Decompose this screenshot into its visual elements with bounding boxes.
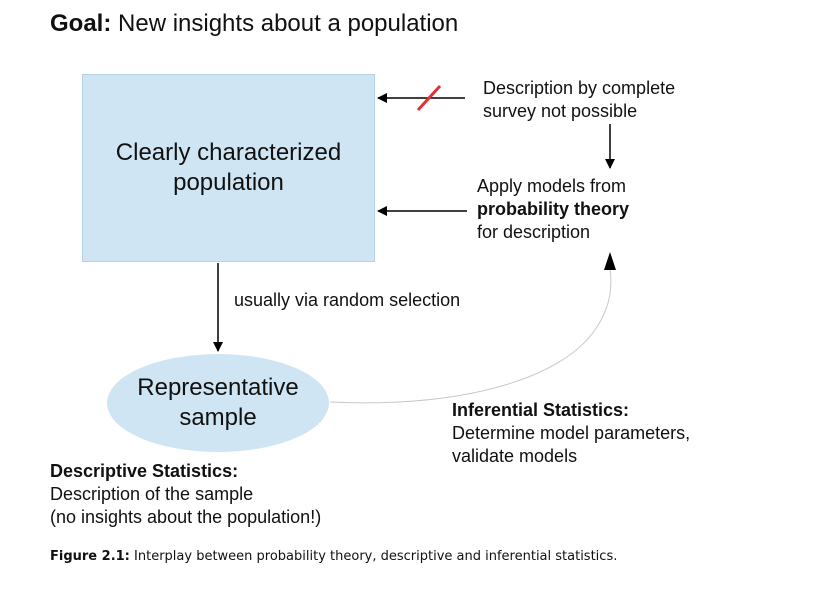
descriptive-statistics: Descriptive Statistics: Description of t… [50,460,321,529]
models-line-2: probability theory [477,199,630,219]
complete-survey-note: Description by complete survey not possi… [483,77,675,123]
sample-label: Representative sample [107,373,329,433]
descriptive-line-2: (no insights about the population!) [50,507,322,527]
population-label: Clearly characterized population [82,138,375,198]
page-title: Goal: New insights about a population [50,10,458,38]
inferential-line-2: validate models [452,446,578,466]
models-note: Apply models from probability theory for… [477,175,629,244]
population-line-1: Clearly characterized [115,139,342,166]
population-line-2: population [173,169,284,196]
inferential-line-1: Determine model parameters, [452,423,691,443]
models-line-1: Apply models from [477,176,627,196]
goal-label: Goal: [50,10,112,37]
population-box [82,74,375,262]
selection-label: usually via random selection [234,290,461,310]
models-line-3: for description [477,222,591,242]
sample-ellipse [107,354,329,452]
inference-arrowhead [604,252,616,270]
sample-line-2: sample [179,404,257,431]
complete-survey-line-2: survey not possible [483,101,638,121]
caption-label: Figure 2.1: [50,549,130,564]
inferential-statistics: Inferential Statistics: Determine model … [452,399,690,468]
sample-line-1: Representative [137,374,299,401]
inference-curve [329,267,612,404]
descriptive-heading: Descriptive Statistics: [50,461,239,481]
strike-mark [416,84,442,112]
complete-survey-line-1: Description by complete [483,78,676,98]
goal-text: New insights about a population [111,10,459,37]
caption-text: Interplay between probability theory, de… [129,549,618,564]
figure-caption: Figure 2.1: Interplay between probabilit… [50,549,617,564]
inferential-heading: Inferential Statistics: [452,400,630,420]
descriptive-line-1: Description of the sample [50,484,254,504]
